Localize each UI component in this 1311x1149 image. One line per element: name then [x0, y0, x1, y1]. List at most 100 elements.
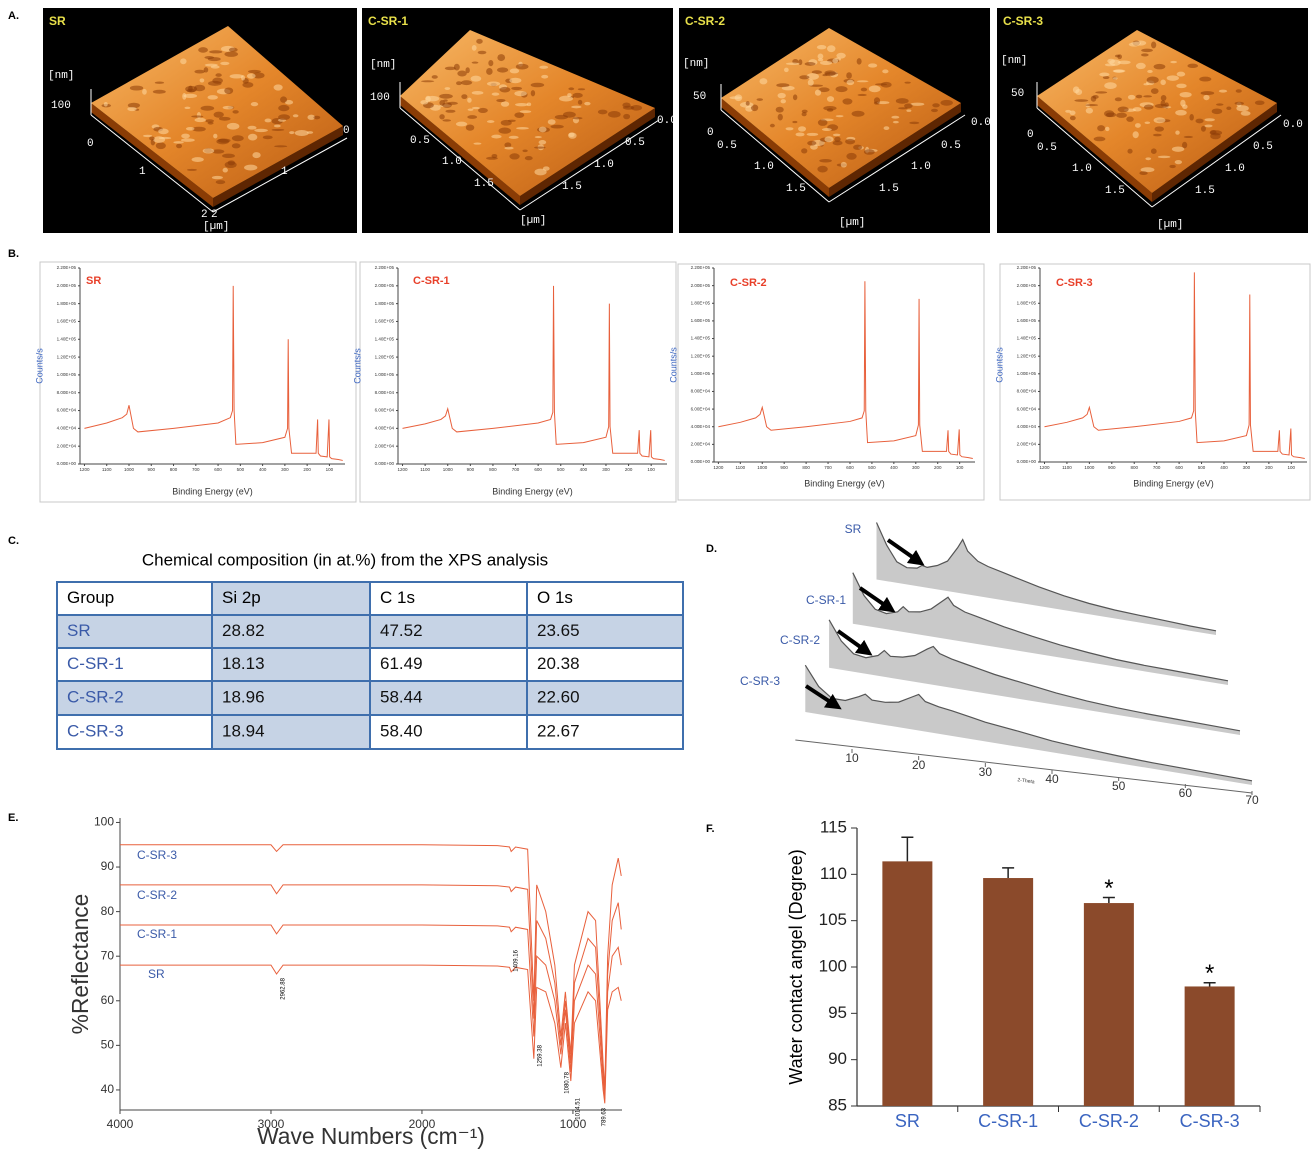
x-tick-label: 300 [602, 467, 610, 472]
afm-texture [1203, 95, 1209, 100]
y-tick-label: 0.00E+00 [691, 459, 711, 464]
afm-texture [223, 106, 234, 109]
afm-texture [1070, 116, 1076, 120]
afm-texture [445, 87, 451, 90]
afm-texture [232, 110, 238, 114]
bar [1084, 903, 1134, 1106]
afm-tick-label: 2 [201, 209, 208, 221]
afm-tick-label: 1.5 [1105, 185, 1125, 197]
afm-texture [1158, 156, 1171, 159]
y-tick-label: 1.00E+05 [375, 372, 395, 377]
x-tick-label: 600 [534, 467, 542, 472]
afm-texture [248, 126, 257, 130]
y-tick-label: 1.20E+05 [57, 354, 77, 359]
afm-texture [893, 121, 899, 124]
afm-texture [796, 132, 805, 136]
x-tick-label: 200 [303, 467, 311, 472]
afm-z-tick: 100 [370, 92, 390, 104]
afm-texture [786, 127, 794, 130]
x-tick-label: 1200 [713, 465, 724, 470]
afm-texture [127, 107, 136, 111]
afm-texture [203, 148, 215, 153]
afm-texture [224, 51, 238, 56]
afm-texture [1195, 119, 1203, 124]
afm-texture [906, 109, 911, 112]
afm-texture [817, 45, 826, 49]
afm-texture [201, 106, 215, 111]
afm-texture [759, 78, 767, 84]
afm-texture [857, 80, 869, 82]
y-tick-label: 1.60E+05 [375, 319, 395, 324]
y-tick-label: 1.80E+05 [691, 300, 711, 305]
y-tick-label: 1.00E+05 [1017, 371, 1037, 376]
afm-texture [808, 79, 814, 86]
afm-texture [476, 39, 483, 44]
afm-texture [156, 142, 166, 149]
afm-label: SR [49, 14, 66, 28]
x-tick-label: 400 [580, 467, 588, 472]
y-tick-label: 0.00E+00 [57, 461, 77, 466]
afm-texture [1115, 97, 1122, 101]
y-tick-label: 1.40E+05 [1017, 336, 1037, 341]
afm-texture [487, 120, 495, 123]
afm-texture [1118, 107, 1129, 113]
afm-texture [543, 166, 550, 170]
afm-texture [501, 101, 509, 106]
afm-texture [852, 111, 865, 117]
y-tick-label: 2.00E+04 [57, 443, 77, 448]
x-tick-label: 10 [845, 751, 859, 765]
afm-texture [858, 94, 867, 96]
y-axis-label: Counts/s [352, 348, 362, 384]
afm-texture [807, 133, 819, 136]
afm-texture [461, 80, 472, 85]
afm-texture [904, 82, 910, 84]
afm-texture [1141, 49, 1153, 53]
afm-label: C-SR-2 [685, 14, 725, 28]
y-tick-label: 1.40E+05 [57, 336, 77, 341]
afm-texture [1147, 77, 1159, 84]
afm-z-tick: 100 [51, 100, 71, 112]
afm-texture [522, 149, 527, 152]
afm-texture [443, 99, 447, 101]
afm-texture [535, 136, 542, 138]
afm-texture [551, 125, 564, 129]
afm-tick-label: 0 [707, 127, 714, 139]
afm-texture [1226, 106, 1231, 110]
y-tick-label: 0.00E+00 [1017, 459, 1037, 464]
afm-texture [884, 126, 890, 130]
x-tick-label: 1200 [79, 467, 90, 472]
table-cell-text: 61.49 [380, 654, 423, 673]
afm-texture [421, 80, 434, 82]
afm-texture [220, 62, 229, 65]
x-tick-label: 500 [557, 467, 565, 472]
afm-texture [807, 141, 816, 146]
afm-texture [516, 64, 529, 70]
afm-texture [224, 87, 233, 94]
y-tick-label: 95 [828, 1003, 847, 1022]
x-tick-label: 1100 [735, 465, 745, 470]
afm-texture [478, 51, 487, 54]
table-cell-text: C-SR-2 [67, 687, 124, 706]
afm-texture [215, 73, 221, 77]
afm-texture [815, 90, 821, 96]
afm-texture [191, 115, 203, 117]
y-tick-label: 4.00E+04 [1017, 424, 1037, 429]
afm-texture [192, 157, 204, 162]
afm-texture [295, 130, 309, 136]
y-tick-label: 115 [820, 817, 847, 836]
afm-texture [447, 102, 457, 105]
afm-texture [786, 62, 800, 65]
table-cell-text: 47.52 [380, 621, 423, 640]
afm-texture [1136, 95, 1142, 99]
y-tick-label: 1.60E+05 [1017, 318, 1037, 323]
x-tick-label: 50 [1112, 779, 1126, 793]
afm-texture [1065, 110, 1071, 113]
afm-tick-label: 0.5 [625, 137, 645, 149]
series-label: C-SR-2 [780, 633, 820, 647]
afm-texture [1131, 42, 1141, 45]
afm-texture [534, 146, 546, 148]
afm-texture [836, 115, 844, 117]
afm-texture [1236, 105, 1248, 111]
afm-tick-label: 1.0 [754, 161, 774, 173]
afm-texture [940, 100, 952, 106]
